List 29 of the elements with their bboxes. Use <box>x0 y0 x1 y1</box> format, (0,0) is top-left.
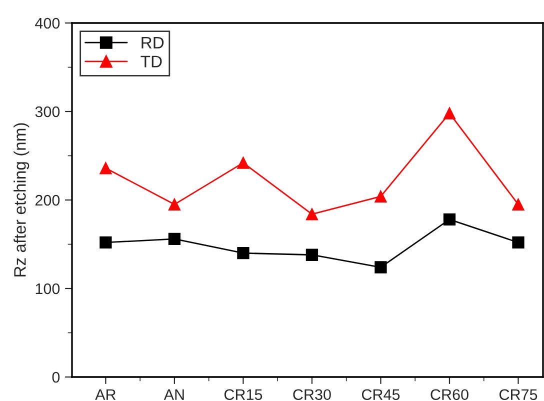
point <box>306 248 318 261</box>
x-tick-label: CR60 <box>430 389 468 400</box>
x-tick-label: CR45 <box>362 389 400 400</box>
point <box>168 198 181 210</box>
y-tick-label: 400 <box>35 18 60 29</box>
point <box>237 156 250 169</box>
y-tick-label: 100 <box>36 283 60 294</box>
point <box>374 190 387 203</box>
point <box>443 213 456 226</box>
point <box>237 247 250 260</box>
x-tick-label: AN <box>164 389 184 400</box>
y-axis-title: Rz after etching (nm) <box>14 123 30 276</box>
point <box>512 198 524 210</box>
x-tick-label: CR15 <box>224 389 262 400</box>
y-tick-label: 200 <box>35 194 60 206</box>
x-tick-label: AR <box>95 389 116 400</box>
x-tick-label: CR75 <box>499 389 538 400</box>
x-tick-label: CR30 <box>293 389 331 400</box>
point <box>374 261 387 274</box>
point <box>306 208 318 220</box>
point <box>443 107 456 120</box>
legend-label: RD <box>142 36 164 48</box>
point <box>512 236 524 249</box>
point <box>100 162 112 174</box>
y-tick-label: 0 <box>52 372 60 383</box>
legend-label: TD <box>140 56 162 68</box>
point <box>168 232 181 246</box>
point <box>100 236 112 249</box>
y-tick-label: 300 <box>35 106 60 118</box>
